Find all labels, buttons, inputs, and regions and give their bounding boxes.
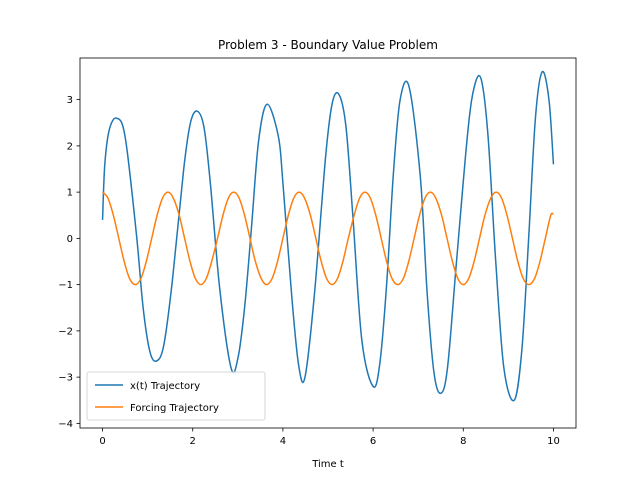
- y-axis: −4 −3 −2 −1 0 1 2 3: [58, 95, 80, 430]
- legend: x(t) Trajectory Forcing Trajectory: [86, 371, 266, 421]
- x-tick-label: 0: [99, 436, 105, 447]
- series-line-x-trajectory: [101, 70, 555, 402]
- y-tick-label: −4: [58, 419, 73, 430]
- y-tick-label: −1: [58, 280, 73, 291]
- x-tick-label: 2: [190, 436, 196, 447]
- x-axis: 0 2 4 6 8 10: [99, 428, 560, 447]
- x-tick-label: 6: [370, 436, 376, 447]
- y-tick-label: 0: [67, 234, 73, 245]
- y-tick-label: −2: [58, 326, 73, 337]
- chart-title: Problem 3 - Boundary Value Problem: [218, 38, 438, 52]
- legend-label-x-trajectory: x(t) Trajectory: [130, 381, 200, 392]
- series-line-forcing-trajectory: [101, 191, 555, 286]
- y-tick-label: −3: [58, 373, 73, 384]
- x-tick-label: 10: [547, 436, 560, 447]
- y-tick-label: 3: [67, 95, 73, 106]
- x-tick-label: 8: [460, 436, 466, 447]
- legend-label-forcing-trajectory: Forcing Trajectory: [130, 403, 219, 414]
- y-tick-label: 2: [67, 141, 73, 152]
- axes-frame: [79, 57, 577, 429]
- series-layer: [101, 70, 555, 402]
- x-axis-label: Time t: [311, 459, 344, 470]
- legend-box: [86, 371, 266, 421]
- x-tick-label: 4: [280, 436, 286, 447]
- y-tick-label: 1: [67, 188, 73, 199]
